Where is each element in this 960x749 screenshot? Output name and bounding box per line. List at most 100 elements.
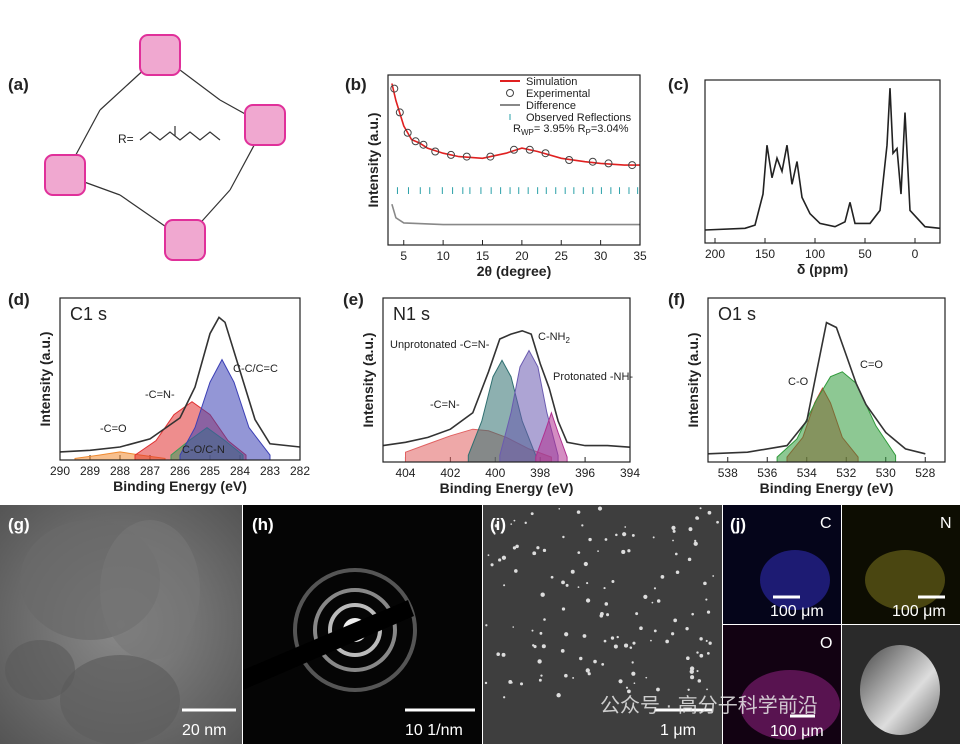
panel-title: O1 s <box>718 304 756 324</box>
particle <box>631 533 635 537</box>
annotation-part: R <box>513 123 521 135</box>
particle <box>671 525 676 530</box>
particle <box>673 618 678 623</box>
particle <box>570 569 575 574</box>
particle <box>686 656 690 661</box>
panel-label: (i) <box>490 515 506 534</box>
panel-label: (g) <box>8 515 30 534</box>
particle <box>674 552 678 556</box>
annotation: RWP= 3.95% RP=3.04% <box>513 123 629 137</box>
data-point <box>604 159 613 168</box>
particle <box>652 536 655 539</box>
x-tick-label: 396 <box>575 466 595 480</box>
particle <box>603 587 606 590</box>
x-tick-label: 532 <box>836 466 856 480</box>
x-tick-label: 284 <box>230 464 250 478</box>
particle <box>645 676 648 679</box>
particle <box>653 587 657 590</box>
particle <box>508 680 513 684</box>
particle <box>585 598 591 603</box>
particle <box>576 510 581 514</box>
panel-label: (j) <box>730 515 746 534</box>
particle <box>627 549 631 553</box>
particle <box>493 532 496 535</box>
legend-label: Simulation <box>526 76 577 88</box>
particle <box>601 662 605 666</box>
particle <box>691 612 694 616</box>
legend-label: Difference <box>526 100 576 112</box>
annotation-part: 2 <box>566 336 571 345</box>
plot-frame <box>59 297 301 461</box>
particle <box>561 580 565 585</box>
x-tick-label: 530 <box>876 466 896 480</box>
component-peak <box>776 371 897 463</box>
legend-label: Observed Reflections <box>526 112 632 124</box>
particle <box>623 643 629 648</box>
particle <box>558 507 561 510</box>
particle <box>706 610 711 614</box>
particle <box>606 613 610 617</box>
data-line <box>391 203 640 226</box>
x-tick-label: 285 <box>200 464 220 478</box>
particle <box>530 512 534 516</box>
x-tick-label: 100 <box>805 247 825 261</box>
x-tick-label: 5 <box>400 249 407 263</box>
x-tick-label: 15 <box>476 249 490 263</box>
particle <box>524 521 527 525</box>
annotation-part: =3.04% <box>591 123 629 135</box>
data-point <box>403 128 412 137</box>
y-axis-label: Intensity (a.u.) <box>360 333 376 428</box>
particle <box>625 686 629 689</box>
particle <box>632 641 636 645</box>
x-tick-label: 25 <box>555 249 569 263</box>
particle <box>703 581 707 586</box>
x-axis-label: Binding Energy (eV) <box>760 480 894 496</box>
scale-bar-label: 1 μm <box>660 722 696 739</box>
data-point <box>628 161 637 170</box>
particle <box>689 666 695 671</box>
annotation-part: = 3.95% R <box>534 123 586 135</box>
annotation: C-C/C=C <box>233 363 278 375</box>
particle <box>633 682 636 685</box>
data-line <box>382 329 631 448</box>
particle <box>631 671 636 676</box>
x-tick-label: 50 <box>858 247 872 261</box>
element-label: C <box>820 515 832 532</box>
scale-bar-label: 100 μm <box>770 723 824 740</box>
legend-swatch <box>506 89 514 97</box>
plot-frame <box>704 79 941 244</box>
data-point <box>395 108 404 117</box>
data-line <box>59 316 301 453</box>
particle <box>629 646 633 649</box>
annotation-part: -C=N- <box>430 399 460 411</box>
x-tick-label: 402 <box>440 466 460 480</box>
x-tick-label: 20 <box>515 249 529 263</box>
particle <box>705 598 708 601</box>
particle <box>604 602 609 606</box>
annotation-part: C-NH <box>538 331 566 343</box>
particle <box>656 599 661 603</box>
annotation: Protonated -NH- <box>553 371 633 383</box>
sem-image <box>483 505 722 744</box>
particle <box>512 546 517 550</box>
saed-image <box>243 505 482 744</box>
annotation-part: WP <box>521 128 534 137</box>
x-tick-label: 282 <box>290 464 310 478</box>
annotation-part: P <box>586 128 591 137</box>
particle <box>651 601 654 604</box>
particle <box>689 528 692 532</box>
annotation: -C=N- <box>145 389 175 401</box>
scale-bar-label: 100 μm <box>770 603 824 620</box>
structure <box>44 34 286 261</box>
plot-frame <box>382 297 631 463</box>
particle <box>520 682 524 686</box>
panel-label: (e) <box>343 290 364 309</box>
particle <box>671 632 675 636</box>
particle <box>585 668 590 673</box>
x-axis-label: δ (ppm) <box>797 261 848 277</box>
particle <box>656 687 660 692</box>
particle <box>705 639 708 643</box>
particle <box>593 659 597 664</box>
particle <box>496 652 500 656</box>
particle <box>582 634 587 638</box>
